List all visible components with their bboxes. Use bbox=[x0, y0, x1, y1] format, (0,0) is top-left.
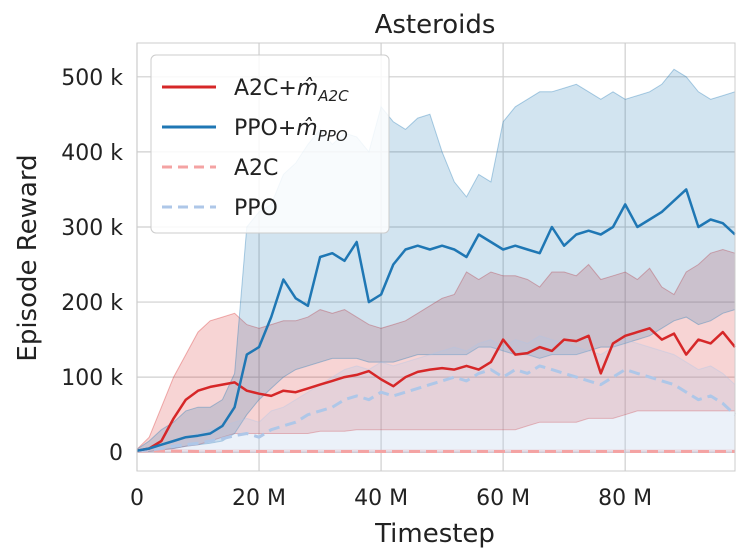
x-tick-label: 20 M bbox=[232, 486, 286, 511]
x-tick-labels: 0 20 M 40 M 60 M 80 M bbox=[130, 486, 652, 511]
y-tick-labels: 0 100 k 200 k 300 k 400 k 500 k bbox=[61, 66, 123, 466]
series-0-line bbox=[136, 327, 736, 452]
y-tick-label: 0 bbox=[109, 441, 123, 466]
y-tick-label: 200 k bbox=[61, 291, 123, 316]
y-tick-label: 300 k bbox=[61, 216, 123, 241]
legend: A2C+m̂A2C PPO+m̂PPO A2C PPO bbox=[150, 54, 390, 234]
legend-label: A2C bbox=[234, 156, 278, 181]
series-lines bbox=[136, 188, 737, 453]
x-axis-label: Timestep bbox=[374, 519, 495, 549]
x-tick-label: 40 M bbox=[354, 486, 408, 511]
legend-box bbox=[150, 54, 390, 234]
y-tick-label: 400 k bbox=[61, 141, 123, 166]
x-tick-label: 60 M bbox=[476, 486, 530, 511]
series-3-line bbox=[136, 364, 737, 453]
legend-label: A2C+m̂A2C bbox=[234, 76, 349, 105]
series-1-line bbox=[136, 188, 736, 452]
y-tick-label: 100 k bbox=[61, 366, 123, 391]
legend-label: PPO+m̂PPO bbox=[234, 116, 348, 145]
x-tick-label: 80 M bbox=[598, 486, 652, 511]
chart-title: Asteroids bbox=[375, 10, 496, 40]
legend-label: PPO bbox=[234, 196, 278, 221]
y-tick-label: 500 k bbox=[61, 66, 123, 91]
confidence-bands bbox=[136, 68, 736, 453]
y-axis-label: Episode Reward bbox=[13, 154, 43, 361]
plot-frame bbox=[136, 42, 736, 472]
x-tick-label: 0 bbox=[130, 486, 144, 511]
